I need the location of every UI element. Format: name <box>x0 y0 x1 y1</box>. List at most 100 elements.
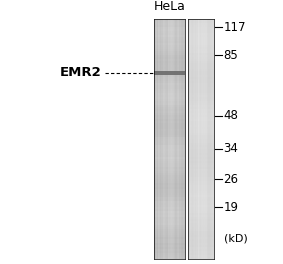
Bar <box>154 93 185 95</box>
Bar <box>188 51 214 53</box>
Bar <box>154 63 185 65</box>
Bar <box>161 18 162 259</box>
Bar <box>204 18 205 259</box>
Bar <box>154 119 185 121</box>
Bar <box>154 79 185 81</box>
Bar <box>154 21 185 22</box>
Bar <box>157 18 158 259</box>
Bar <box>188 87 214 89</box>
Bar <box>154 213 185 215</box>
Bar <box>180 18 181 259</box>
Bar <box>188 125 214 127</box>
Bar <box>154 85 185 87</box>
Bar <box>194 18 195 259</box>
Bar <box>188 151 214 153</box>
Bar <box>154 209 185 211</box>
Bar <box>188 37 214 39</box>
Bar <box>188 169 214 171</box>
Bar <box>158 18 159 259</box>
Bar <box>154 27 185 29</box>
Bar <box>176 18 177 259</box>
Bar <box>154 45 185 47</box>
Bar <box>197 18 198 259</box>
Bar <box>188 18 214 259</box>
Bar <box>188 83 214 85</box>
Bar <box>154 237 185 239</box>
Bar <box>154 75 185 77</box>
Bar <box>154 83 185 85</box>
Bar <box>188 55 214 56</box>
Bar <box>154 227 185 229</box>
Bar <box>172 18 173 259</box>
Bar <box>188 95 214 97</box>
Bar <box>154 211 185 213</box>
Bar <box>154 97 185 99</box>
Bar <box>154 223 185 225</box>
Bar <box>188 67 214 69</box>
Bar <box>188 73 214 75</box>
Bar <box>188 193 214 195</box>
Bar <box>154 143 185 145</box>
Bar <box>188 165 214 167</box>
Bar <box>154 151 185 153</box>
Bar <box>188 177 214 179</box>
Bar <box>188 79 214 81</box>
Bar <box>163 18 164 259</box>
Bar <box>154 41 185 43</box>
Bar <box>154 153 185 155</box>
Bar <box>188 181 214 183</box>
Bar <box>170 18 171 259</box>
Bar <box>188 32 214 35</box>
Bar <box>154 37 185 39</box>
Bar <box>188 249 214 251</box>
Bar <box>154 135 185 137</box>
Bar <box>188 25 214 27</box>
Bar <box>154 53 185 55</box>
Bar <box>154 255 185 257</box>
Bar <box>188 22 214 25</box>
Bar <box>154 89 185 91</box>
Bar <box>154 109 185 111</box>
Bar <box>154 235 185 237</box>
Bar <box>188 89 214 91</box>
Bar <box>188 65 214 67</box>
Bar <box>188 127 214 129</box>
Bar <box>154 18 185 259</box>
Bar <box>188 121 214 123</box>
Bar <box>193 18 194 259</box>
Bar <box>154 87 185 89</box>
Bar <box>154 225 185 227</box>
Bar <box>154 32 185 35</box>
Bar <box>188 123 214 125</box>
Bar <box>188 35 214 37</box>
Bar <box>154 189 185 191</box>
Bar <box>188 41 214 43</box>
Bar <box>188 31 214 32</box>
Bar <box>188 171 214 173</box>
Bar <box>188 49 214 51</box>
Bar <box>188 221 214 223</box>
Bar <box>154 59 185 61</box>
Bar <box>211 18 212 259</box>
Bar <box>154 253 185 255</box>
Bar <box>175 18 176 259</box>
Bar <box>154 239 185 241</box>
Bar <box>154 65 185 67</box>
Bar <box>188 189 214 191</box>
Bar <box>188 77 214 79</box>
Bar <box>188 199 214 201</box>
Bar <box>188 235 214 237</box>
Bar <box>212 18 213 259</box>
Bar <box>160 18 161 259</box>
Bar <box>188 141 214 143</box>
Bar <box>200 18 201 259</box>
Bar <box>154 249 185 251</box>
Bar <box>154 95 185 97</box>
Bar <box>154 51 185 53</box>
Bar <box>181 18 182 259</box>
Bar <box>188 45 214 47</box>
Bar <box>188 159 214 161</box>
Bar <box>168 18 169 259</box>
Bar <box>188 145 214 147</box>
Bar <box>188 215 214 217</box>
